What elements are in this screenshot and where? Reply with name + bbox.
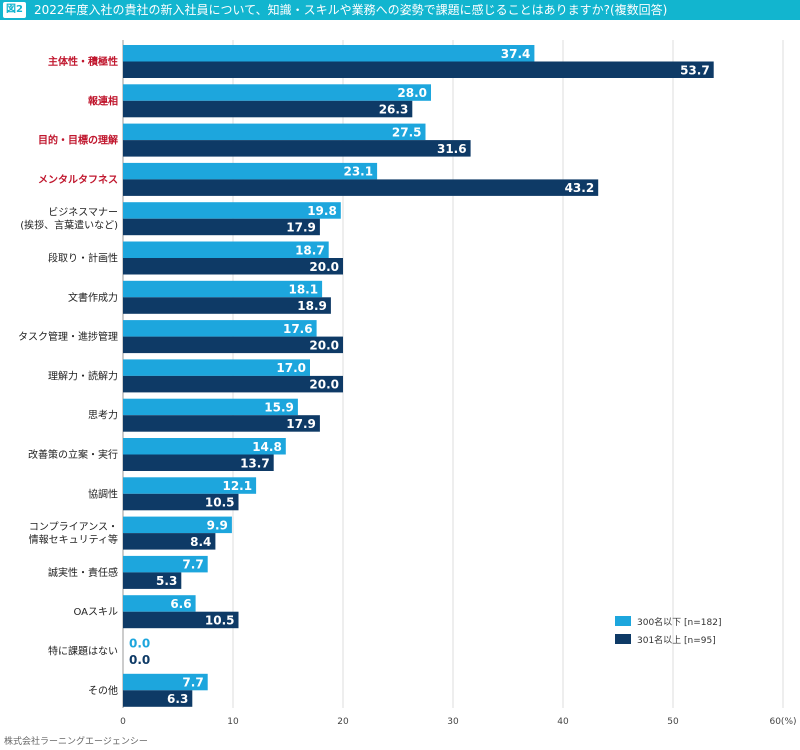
data-label: 15.9 xyxy=(264,400,294,414)
bar-large-4 xyxy=(123,218,320,236)
bar-large-16 xyxy=(123,690,193,707)
category-label: 目的・目標の理解 xyxy=(38,134,118,147)
title-bar: 図2 2022年度入社の貴社の新入社員について、知識・スキルや業務への姿勢で課題… xyxy=(0,0,800,20)
bar-small-11 xyxy=(123,477,257,494)
data-label: 17.9 xyxy=(286,417,316,431)
category-label: 特に課題はない xyxy=(48,645,118,658)
x-tick-label: 30 xyxy=(447,717,459,727)
x-tick-label: 60(%) xyxy=(769,717,796,727)
category-label: タスク管理・進捗管理 xyxy=(18,330,118,343)
bar-small-9 xyxy=(123,398,298,416)
legend-label: 300名以下 [n=182] xyxy=(637,616,722,628)
bar-small-8 xyxy=(123,359,310,376)
data-label: 9.9 xyxy=(207,518,228,532)
data-label: 27.5 xyxy=(392,125,422,139)
data-label: 19.8 xyxy=(307,204,337,218)
bar-small-16 xyxy=(123,673,208,691)
data-label: 8.4 xyxy=(190,535,211,549)
data-label: 7.7 xyxy=(182,676,203,690)
data-label: 26.3 xyxy=(379,103,409,117)
category-label: 主体性・積極性 xyxy=(48,55,118,68)
bar-small-13 xyxy=(123,555,208,573)
bar-large-1 xyxy=(123,100,413,118)
data-label: 18.9 xyxy=(297,299,327,313)
data-label: 20.0 xyxy=(309,260,339,274)
category-label: 段取り・計画性 xyxy=(48,252,118,265)
category-label: 文書作成力 xyxy=(68,291,118,304)
bar-large-0 xyxy=(123,61,714,78)
category-label: メンタルタフネス xyxy=(38,174,118,186)
bar-large-9 xyxy=(123,415,320,432)
bar-large-5 xyxy=(123,258,343,275)
x-tick-label: 40 xyxy=(557,717,569,727)
bar-large-14 xyxy=(123,611,239,629)
bar-small-1 xyxy=(123,84,431,101)
data-label: 10.5 xyxy=(205,613,235,627)
category-label: 改善策の立案・実行 xyxy=(28,448,118,461)
category-label: 誠実性・責任感 xyxy=(48,566,118,579)
bar-small-3 xyxy=(123,162,378,180)
data-label: 5.3 xyxy=(156,574,177,588)
bar-small-2 xyxy=(123,123,426,141)
data-label: 23.1 xyxy=(343,165,373,179)
bar-small-6 xyxy=(123,280,323,298)
data-label: 0.0 xyxy=(129,653,150,667)
data-label: 37.4 xyxy=(501,47,531,61)
category-label: OAスキル xyxy=(73,607,118,618)
category-label: 協調性 xyxy=(88,487,118,500)
data-label: 17.9 xyxy=(286,220,316,234)
legend-swatch xyxy=(615,616,631,626)
data-label: 17.0 xyxy=(276,361,306,375)
bar-small-10 xyxy=(123,438,286,455)
bar-large-7 xyxy=(123,336,343,354)
bar-small-12 xyxy=(123,516,232,534)
data-label: 18.7 xyxy=(295,243,325,257)
data-label: 10.5 xyxy=(205,496,235,510)
data-label: 6.6 xyxy=(170,597,191,611)
category-label: 報連相 xyxy=(88,94,118,107)
data-label: 13.7 xyxy=(240,456,270,470)
category-label: ビジネスマナー(挨拶、言葉遣いなど) xyxy=(20,207,118,232)
chart-title: 2022年度入社の貴社の新入社員について、知識・スキルや業務への姿勢で課題に感じ… xyxy=(34,3,668,17)
bar-large-3 xyxy=(123,179,599,196)
figure-label: 図2 xyxy=(3,2,26,18)
legend-swatch xyxy=(615,634,631,644)
data-label: 53.7 xyxy=(680,63,710,77)
category-label: その他 xyxy=(88,684,118,697)
data-label: 20.0 xyxy=(309,338,339,352)
category-label: 理解力・読解力 xyxy=(48,369,118,382)
data-label: 28.0 xyxy=(397,86,427,100)
source-credit: 株式会社ラーニングエージェンシー xyxy=(4,737,148,747)
category-label: 思考力 xyxy=(88,409,118,422)
bar-small-14 xyxy=(123,595,196,612)
bar-large-11 xyxy=(123,493,239,511)
x-tick-label: 20 xyxy=(337,717,349,727)
bar-large-6 xyxy=(123,297,331,314)
bar-small-0 xyxy=(123,45,535,62)
data-label: 18.1 xyxy=(288,283,318,297)
data-label: 43.2 xyxy=(565,181,595,195)
bar-large-13 xyxy=(123,572,182,589)
data-label: 20.0 xyxy=(309,378,339,392)
bar-large-12 xyxy=(123,533,216,550)
category-label: コンプライアンス・情報セキュリティ等 xyxy=(29,521,118,546)
data-label: 6.3 xyxy=(167,692,188,706)
data-label: 31.6 xyxy=(437,142,467,156)
bar-small-7 xyxy=(123,320,317,337)
bar-large-2 xyxy=(123,140,471,157)
data-label: 14.8 xyxy=(252,440,282,454)
legend-label: 301名以上 [n=95] xyxy=(637,634,716,646)
data-label: 17.6 xyxy=(283,322,313,336)
data-label: 7.7 xyxy=(182,558,203,572)
x-tick-label: 10 xyxy=(227,717,239,727)
data-label: 12.1 xyxy=(222,479,252,493)
data-label: 0.0 xyxy=(129,636,150,650)
x-tick-label: 0 xyxy=(120,717,126,727)
bar-large-8 xyxy=(123,375,343,393)
x-tick-label: 50 xyxy=(667,717,679,727)
bar-chart: 0 10 20 30 40 50 60(%) 37.4 53.7 主体性・積極性 28.0 26.3 報… xyxy=(18,40,797,727)
bar-large-10 xyxy=(123,454,274,471)
bar-small-5 xyxy=(123,241,329,258)
bar-small-4 xyxy=(123,202,341,219)
